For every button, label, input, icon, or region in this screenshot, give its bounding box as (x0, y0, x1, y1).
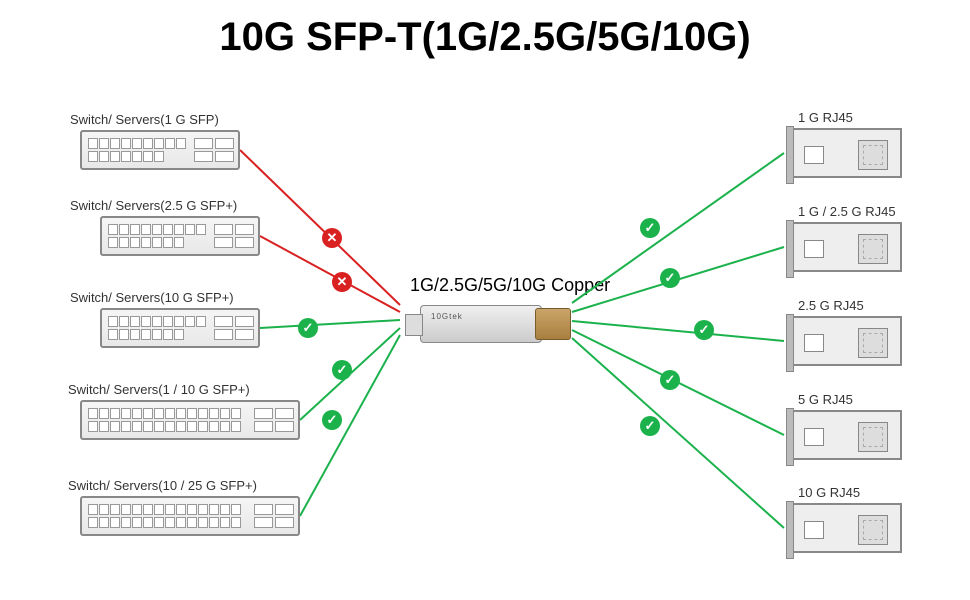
page-title: 10G SFP-T(1G/2.5G/5G/10G) (0, 15, 970, 60)
switch-device (80, 130, 240, 170)
check-icon: ✓ (640, 416, 660, 436)
switch-device (80, 496, 300, 536)
switch-device (100, 216, 260, 256)
cross-icon: ✕ (322, 228, 342, 248)
check-icon: ✓ (694, 320, 714, 340)
device-label: Switch/ Servers(1 / 10 G SFP+) (68, 382, 250, 397)
device-label: 1 G RJ45 (798, 110, 853, 125)
device-label: Switch/ Servers(2.5 G SFP+) (70, 198, 237, 213)
check-icon: ✓ (660, 370, 680, 390)
check-icon: ✓ (322, 410, 342, 430)
cross-icon: ✕ (332, 272, 352, 292)
device-label: 5 G RJ45 (798, 392, 853, 407)
rj45-connector (535, 308, 571, 340)
check-icon: ✓ (640, 218, 660, 238)
nic-card (792, 222, 902, 272)
device-label: 10 G RJ45 (798, 485, 860, 500)
center-label: 1G/2.5G/5G/10G Copper (410, 275, 610, 296)
nic-card (792, 128, 902, 178)
check-icon: ✓ (332, 360, 352, 380)
nic-card (792, 410, 902, 460)
sfp-plug (405, 314, 423, 336)
device-label: Switch/ Servers(1 G SFP) (70, 112, 219, 127)
check-icon: ✓ (298, 318, 318, 338)
switch-device (80, 400, 300, 440)
nic-card (792, 503, 902, 553)
device-label: Switch/ Servers(10 / 25 G SFP+) (68, 478, 257, 493)
sfp-brand: 10Gtek (431, 312, 463, 321)
switch-device (100, 308, 260, 348)
device-label: Switch/ Servers(10 G SFP+) (70, 290, 234, 305)
sfp-module: 10Gtek (420, 305, 542, 343)
nic-card (792, 316, 902, 366)
device-label: 1 G / 2.5 G RJ45 (798, 204, 896, 219)
device-label: 2.5 G RJ45 (798, 298, 864, 313)
check-icon: ✓ (660, 268, 680, 288)
